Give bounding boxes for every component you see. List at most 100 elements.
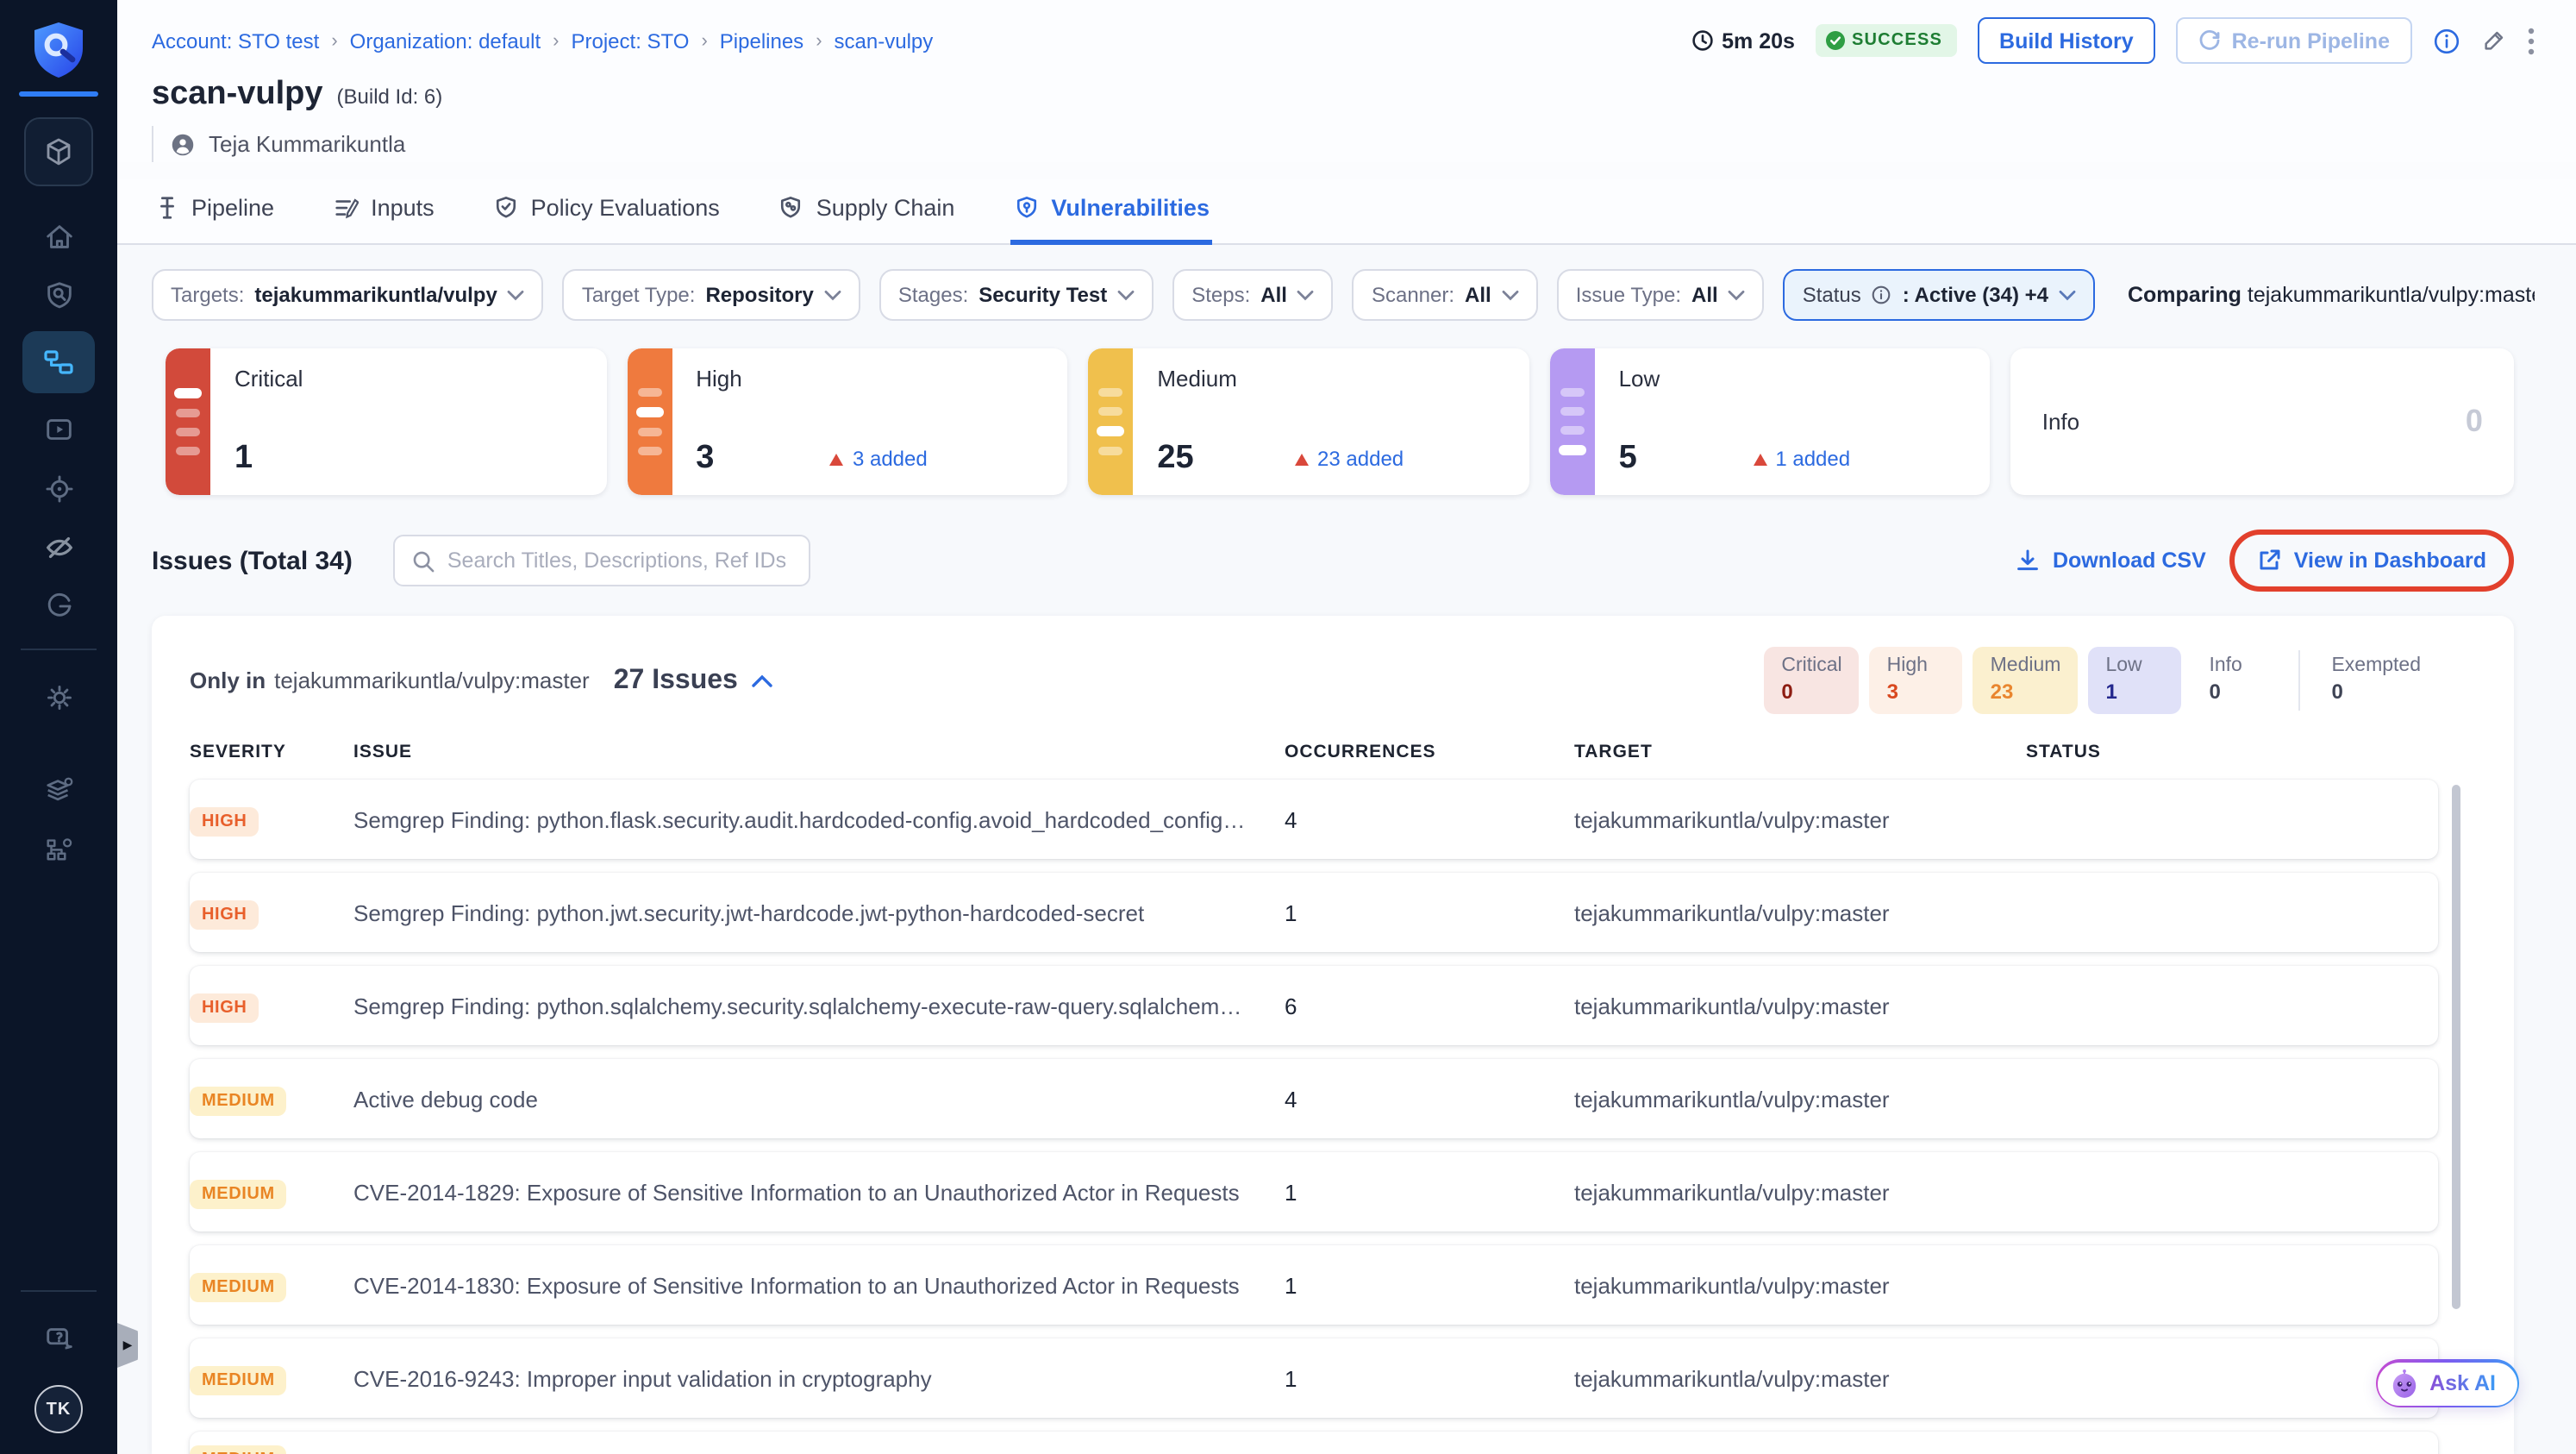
sidebar-item-targets[interactable] xyxy=(24,466,93,511)
chevron-up-icon xyxy=(752,674,772,686)
tab-vulnerabilities[interactable]: Vulnerabilities xyxy=(1010,179,1213,245)
cube-icon xyxy=(47,138,71,166)
issue-title: Semgrep Finding: python.sqlalchemy.secur… xyxy=(353,993,1285,1018)
breadcrumb-pipelines[interactable]: Pipelines xyxy=(719,28,804,53)
table-scrollbar-thumb[interactable] xyxy=(2452,785,2460,1309)
table-row[interactable]: MEDIUM Active debug code 4 tejakummariku… xyxy=(190,1059,2438,1138)
issues-group-header: Only in tejakummarikuntla/vulpy:master 2… xyxy=(190,647,2438,714)
breadcrumb-account[interactable]: Account: STO test xyxy=(152,28,320,53)
chip-low[interactable]: Low 1 xyxy=(2088,647,2182,714)
filter-scanner[interactable]: Scanner: All xyxy=(1352,269,1538,321)
sidebar-item-default-settings[interactable] xyxy=(24,768,93,812)
table-row[interactable]: MEDIUM xyxy=(190,1432,2438,1454)
search-input[interactable] xyxy=(447,548,792,573)
table-row[interactable]: MEDIUM CVE-2014-1829: Exposure of Sensit… xyxy=(190,1152,2438,1232)
policy-shield-icon xyxy=(493,195,519,221)
module-selector-button[interactable] xyxy=(24,117,93,186)
external-link-icon xyxy=(2260,549,2281,570)
sidebar-item-executions[interactable] xyxy=(24,407,93,452)
issues-search[interactable] xyxy=(393,535,811,586)
sidebar-item-org-settings[interactable] xyxy=(24,826,93,871)
target-icon xyxy=(45,474,72,502)
clock-icon xyxy=(1691,30,1712,51)
filter-target-type[interactable]: Target Type: Repository xyxy=(562,269,860,321)
card-label: Info xyxy=(2041,409,2080,435)
triangle-up-icon xyxy=(1295,453,1310,465)
chip-exempted[interactable]: Exempted 0 xyxy=(2331,655,2421,704)
breadcrumb-organization[interactable]: Organization: default xyxy=(349,28,541,53)
executions-icon xyxy=(46,418,71,439)
info-icon[interactable] xyxy=(2433,27,2460,54)
harness-sto-logo-icon[interactable] xyxy=(28,17,90,83)
build-history-button[interactable]: Build History xyxy=(1977,17,2156,64)
severity-summary-cards: Critical 1 High 3 3 added xyxy=(117,321,2576,495)
group-collapse-toggle[interactable]: 27 Issues xyxy=(614,665,772,696)
severity-card-low[interactable]: Low 5 1 added xyxy=(1549,348,1991,495)
table-row[interactable]: HIGH Semgrep Finding: python.jwt.securit… xyxy=(190,873,2438,952)
sidebar-item-home[interactable] xyxy=(24,214,93,259)
sidebar-item-help[interactable] xyxy=(24,1316,93,1361)
issue-title: CVE-2016-9243: Improper input validation… xyxy=(353,1365,932,1391)
occurrences: 4 xyxy=(1285,1086,1297,1112)
breadcrumb-separator: › xyxy=(701,30,708,51)
vulnerabilities-content: Targets: tejakummarikuntla/vulpy Target … xyxy=(117,245,2576,1454)
chevron-down-icon xyxy=(508,290,525,300)
target: tejakummarikuntla/vulpy:master xyxy=(1574,993,1890,1018)
critical-band xyxy=(166,348,210,495)
card-count: 25 xyxy=(1157,440,1194,476)
chip-medium[interactable]: Medium 23 xyxy=(1973,647,2079,714)
download-csv-button[interactable]: Download CSV xyxy=(2016,548,2206,573)
issue-title: Active debug code xyxy=(353,1086,538,1112)
kebab-menu-icon[interactable] xyxy=(2528,27,2535,54)
edit-pipeline-icon[interactable] xyxy=(2481,28,2507,53)
filter-targets[interactable]: Targets: tejakummarikuntla/vulpy xyxy=(152,269,544,321)
breadcrumb-current[interactable]: scan-vulpy xyxy=(834,28,934,53)
chip-critical[interactable]: Critical 0 xyxy=(1764,647,1860,714)
sidebar-item-scans[interactable] xyxy=(24,273,93,317)
sidebar-item-pipelines[interactable] xyxy=(22,331,95,393)
high-band xyxy=(627,348,672,495)
breadcrumb-separator: › xyxy=(331,30,338,51)
sidebar-expand-handle[interactable]: ▶ xyxy=(117,1323,138,1368)
table-row[interactable]: HIGH Semgrep Finding: python.flask.secur… xyxy=(190,780,2438,859)
chip-separator xyxy=(2298,650,2301,711)
filter-status[interactable]: Status : Active (34) +4 xyxy=(1783,269,2095,321)
chip-info[interactable]: Info 0 xyxy=(2209,655,2242,704)
download-icon xyxy=(2018,549,2039,571)
view-in-dashboard-button[interactable]: View in Dashboard xyxy=(2258,548,2486,573)
user-avatar[interactable]: TK xyxy=(34,1385,83,1433)
tab-label: Vulnerabilities xyxy=(1051,195,1210,221)
chip-high[interactable]: High 3 xyxy=(1869,647,1963,714)
filter-bar: Targets: tejakummarikuntla/vulpy Target … xyxy=(117,245,2576,321)
filter-issue-type[interactable]: Issue Type: All xyxy=(1556,269,1765,321)
filter-stages[interactable]: Stages: Security Test xyxy=(878,269,1154,321)
table-row[interactable]: MEDIUM CVE-2014-1830: Exposure of Sensit… xyxy=(190,1245,2438,1325)
table-row[interactable]: HIGH Semgrep Finding: python.sqlalchemy.… xyxy=(190,966,2438,1045)
sidebar-item-hidden[interactable] xyxy=(24,524,93,569)
severity-card-medium[interactable]: Medium 25 23 added xyxy=(1088,348,1529,495)
only-in-label: Only in xyxy=(190,667,266,693)
rerun-pipeline-button[interactable]: Re-run Pipeline xyxy=(2176,17,2412,64)
filter-steps[interactable]: Steps: All xyxy=(1172,269,1334,321)
tab-supply-chain[interactable]: Supply Chain xyxy=(775,179,959,245)
breadcrumb-project[interactable]: Project: STO xyxy=(571,28,690,53)
home-icon xyxy=(46,224,72,248)
ask-ai-button[interactable]: Ask AI xyxy=(2375,1359,2519,1407)
table-row[interactable]: MEDIUM CVE-2016-9243: Improper input val… xyxy=(190,1338,2438,1418)
tab-inputs[interactable]: Inputs xyxy=(329,179,438,245)
tab-policy-evaluations[interactable]: Policy Evaluations xyxy=(490,179,723,245)
severity-card-info[interactable]: Info 0 xyxy=(2010,348,2514,495)
target: tejakummarikuntla/vulpy:master xyxy=(1574,1086,1890,1112)
sidebar-item-exemptions[interactable] xyxy=(24,583,93,628)
chevron-down-icon xyxy=(2059,290,2076,300)
tab-pipeline[interactable]: Pipeline xyxy=(152,179,278,245)
sidebar-item-settings[interactable] xyxy=(24,674,93,719)
medium-band xyxy=(1088,348,1134,495)
severity-badge: MEDIUM xyxy=(190,1086,287,1115)
card-label: Low xyxy=(1618,366,1660,392)
comparing-text: Comparing tejakummarikuntla/vulpy:master… xyxy=(2127,283,2535,307)
severity-badge: HIGH xyxy=(190,806,259,836)
severity-card-high[interactable]: High 3 3 added xyxy=(627,348,1068,495)
severity-card-critical[interactable]: Critical 1 xyxy=(166,348,607,495)
card-label: Critical xyxy=(234,366,303,392)
